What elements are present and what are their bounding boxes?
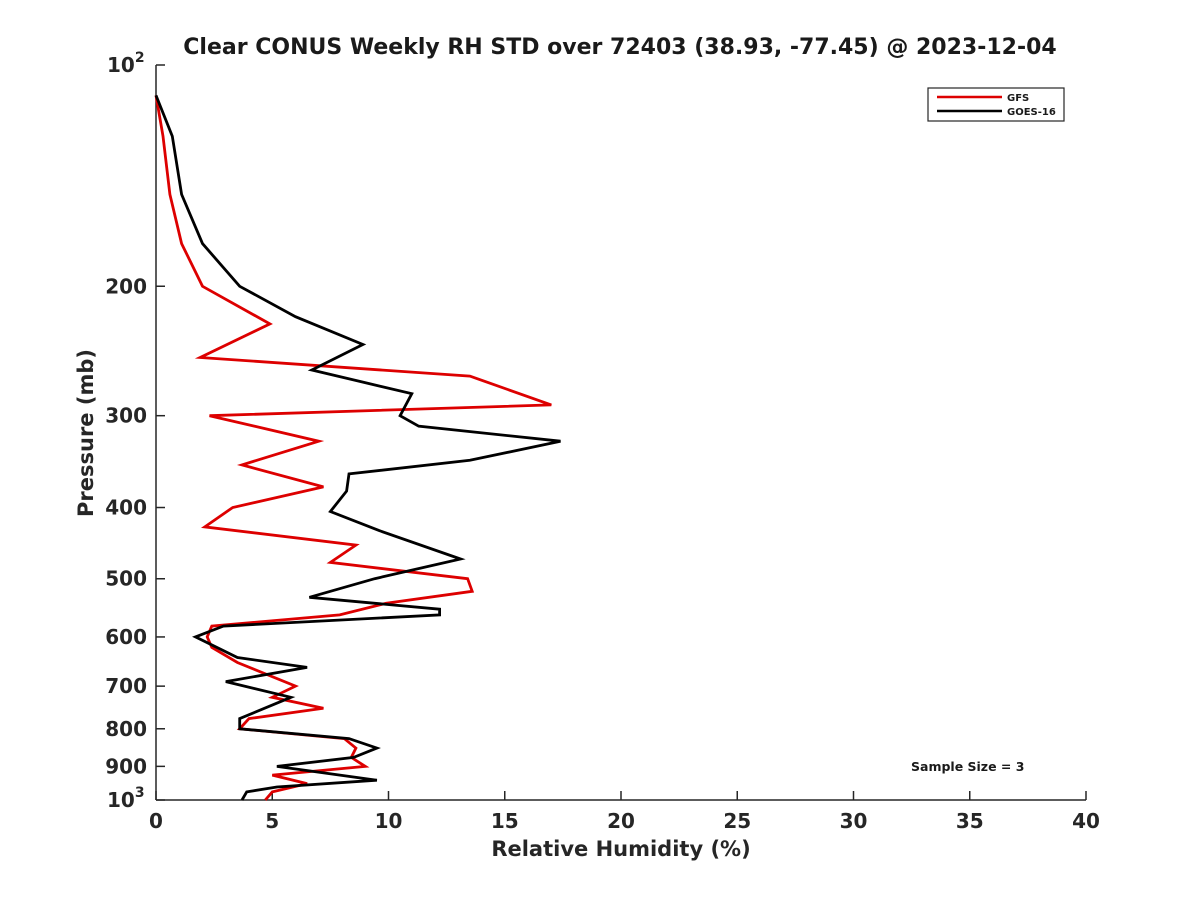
x-tick-label: 30 <box>840 809 868 833</box>
series-layer <box>154 94 561 801</box>
x-tick-label: 20 <box>607 809 635 833</box>
x-tick-label: 10 <box>375 809 403 833</box>
x-axis-label: Relative Humidity (%) <box>491 837 750 861</box>
y-tick-label-exponent: 2 <box>135 50 145 66</box>
y-tick-label: 800 <box>105 717 147 741</box>
y-tick-label: 900 <box>105 754 147 778</box>
y-tick-label: 600 <box>105 625 147 649</box>
chart-title: Clear CONUS Weekly RH STD over 72403 (38… <box>183 35 1056 60</box>
y-tick-label-exponent: 3 <box>135 785 145 801</box>
y-tick-label: 500 <box>105 567 147 591</box>
x-tick-label: 40 <box>1072 809 1100 833</box>
x-tick-label: 35 <box>956 809 984 833</box>
y-tick-label-base: 10 <box>107 53 135 77</box>
y-tick-label: 200 <box>105 274 147 298</box>
x-tick-label: 5 <box>265 809 279 833</box>
y-tick-label: 300 <box>105 404 147 428</box>
x-tick-label: 0 <box>149 809 163 833</box>
y-tick-label-base: 10 <box>107 788 135 812</box>
x-tick-label: 25 <box>723 809 751 833</box>
y-axis-label: Pressure (mb) <box>74 349 98 517</box>
legend-label-goes-16: GOES-16 <box>1007 107 1056 118</box>
series-line-gfs <box>154 95 552 801</box>
legend-label-gfs: GFS <box>1007 93 1029 104</box>
series-line-goes-16 <box>154 94 561 801</box>
y-tick-label: 102 <box>107 50 145 77</box>
legend-box <box>927 87 1065 122</box>
x-axis-ticks: 0 5 10 15 20 25 30 35 40 <box>149 791 1100 833</box>
y-tick-label: 103 <box>107 785 145 812</box>
plot-area <box>155 65 1086 801</box>
legend: GFS GOES-16 <box>927 87 1065 122</box>
y-tick-label: 700 <box>105 674 147 698</box>
y-tick-label: 400 <box>105 496 147 520</box>
sample-size-annotation: Sample Size = 3 <box>911 759 1024 774</box>
x-tick-label: 15 <box>491 809 519 833</box>
